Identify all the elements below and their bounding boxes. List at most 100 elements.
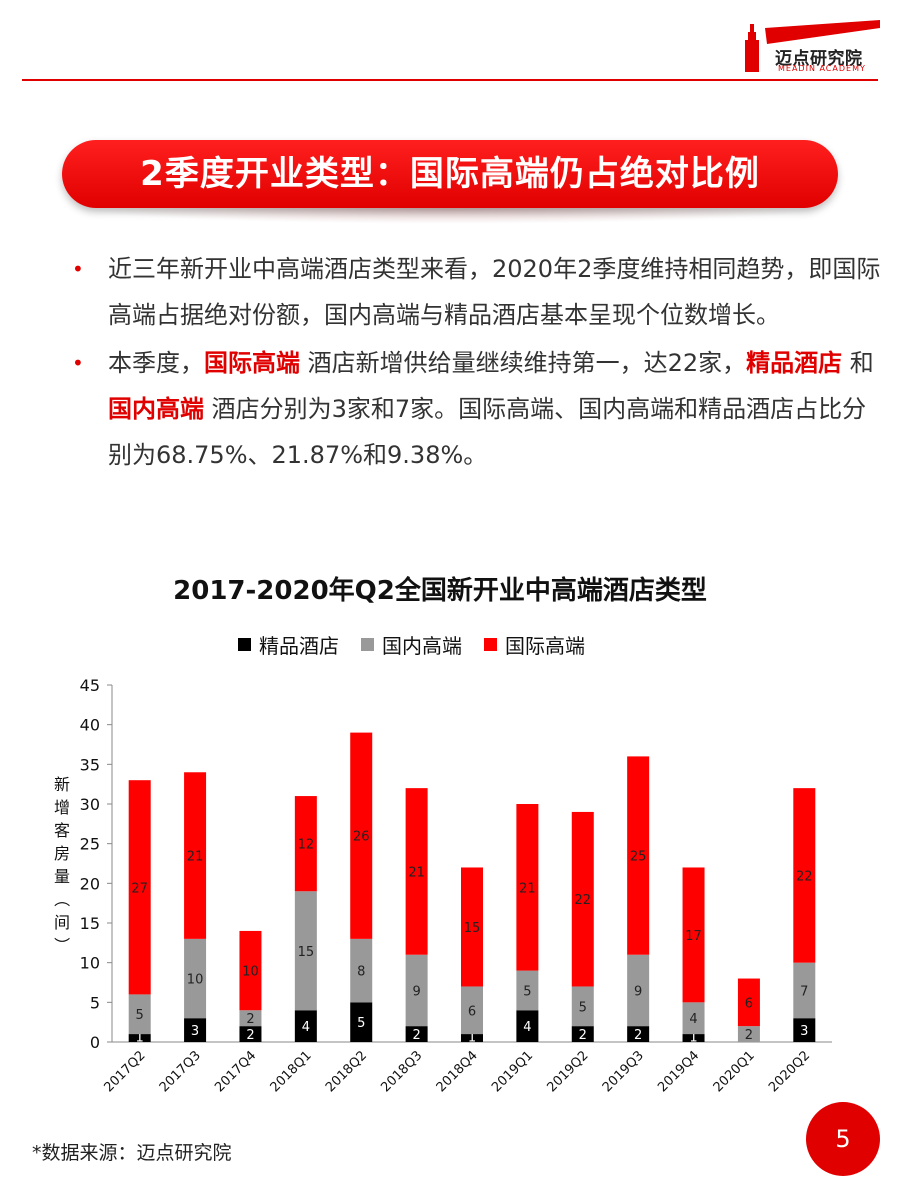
data-label: 6: [745, 996, 753, 1011]
bar-boutique: [184, 1018, 207, 1042]
y-tick-label: 15: [80, 914, 100, 933]
data-label: 3: [800, 1024, 808, 1039]
logo-icon: [745, 20, 880, 72]
bar-domestic: [682, 1002, 705, 1035]
bar-domestic: [461, 986, 483, 1035]
legend-item-boutique: 精品酒店: [238, 630, 339, 659]
bullet-text-2-post: 酒店分别为3家和7家。国际高端、国内高端和精品酒店占比分别为68.75%、21.…: [108, 395, 867, 469]
logo-text: 迈点研究院: [775, 49, 863, 69]
y-tick-label: 25: [80, 835, 100, 854]
page-title: 2季度开业类型：国际高端仍占绝对比例: [62, 140, 838, 208]
legend-swatch-domestic: [361, 638, 374, 651]
y-tick-label: 10: [80, 954, 100, 973]
bar-international: [516, 804, 539, 971]
bullet-text-1: 近三年新开业中高端酒店类型来看，2020年2季度维持相同趋势，即国际高端占据绝对…: [108, 255, 881, 329]
data-label: 15: [298, 945, 315, 960]
bar-boutique: [682, 1034, 705, 1042]
bar-international: [682, 867, 705, 1003]
y-axis-title-char: 房: [54, 844, 70, 863]
bar-boutique: [239, 1026, 262, 1042]
data-label: 10: [242, 965, 259, 980]
page-number: 5: [806, 1102, 880, 1176]
data-label: 7: [800, 984, 808, 999]
y-axis-title-char: 增: [54, 798, 70, 817]
x-tick-label: 2018Q4: [434, 1048, 481, 1095]
legend-swatch-international: [484, 638, 497, 651]
x-tick-label: 2019Q3: [600, 1048, 647, 1095]
data-label: 1: [468, 1031, 476, 1046]
data-label: 5: [523, 984, 531, 999]
bar-international: [461, 867, 483, 987]
y-tick-label: 40: [80, 716, 100, 735]
bar-international: [737, 978, 760, 1027]
data-label: 15: [464, 921, 481, 936]
data-label: 2: [412, 1028, 420, 1043]
bar-international: [793, 788, 816, 963]
bar-domestic: [294, 891, 317, 1011]
bar-domestic: [184, 938, 207, 1019]
data-label: 9: [634, 984, 642, 999]
y-tick-label: 5: [90, 993, 100, 1012]
y-axis-title-char: 客: [54, 821, 70, 840]
legend-label-boutique: 精品酒店: [259, 634, 339, 658]
data-label: 2: [579, 1028, 587, 1043]
legend-label-international: 国际高端: [505, 634, 585, 658]
data-label: 9: [412, 984, 420, 999]
x-tick-label: 2020Q1: [711, 1048, 758, 1095]
bar-boutique: [516, 1010, 539, 1042]
y-axis-title-char: （: [52, 891, 71, 907]
data-label: 25: [630, 850, 647, 865]
stacked-bar-chart: 051015202530354045新增客房量（间）15272017Q23102…: [52, 676, 832, 1095]
bar-domestic: [350, 938, 373, 1003]
bar-international: [294, 796, 317, 892]
data-label: 4: [302, 1020, 310, 1035]
highlight-boutique: 精品酒店: [746, 349, 843, 377]
data-label: 3: [191, 1024, 199, 1039]
data-label: 26: [353, 830, 370, 845]
bar-domestic: [239, 1010, 262, 1027]
data-label: 5: [579, 1000, 587, 1015]
y-axis-title-char: 量: [54, 867, 70, 886]
data-label: 8: [357, 965, 365, 980]
highlight-domestic-highend: 国内高端: [108, 395, 204, 423]
bullet-text-2-pre: 本季度，: [108, 349, 204, 377]
x-tick-label: 2017Q3: [157, 1048, 204, 1095]
bar-boutique: [350, 1002, 373, 1042]
bar-domestic: [627, 954, 650, 1027]
bullet-item-2: • 本季度，国际高端 酒店新增供给量继续维持第一，达22家，精品酒店 和 国内高…: [72, 340, 882, 478]
x-tick-label: 2018Q3: [378, 1048, 425, 1095]
y-tick-label: 45: [80, 676, 100, 695]
x-tick-label: 2017Q2: [101, 1048, 148, 1095]
bar-international: [571, 811, 594, 987]
data-label: 2: [745, 1028, 753, 1043]
legend-label-domestic: 国内高端: [382, 634, 462, 658]
bar-boutique: [294, 1010, 317, 1042]
data-label: 6: [468, 1004, 476, 1019]
y-tick-label: 20: [80, 874, 100, 893]
bar-international: [627, 756, 650, 955]
bullet-text-2-mid2: 和: [842, 349, 874, 377]
data-label: 22: [574, 893, 591, 908]
x-tick-label: 2017Q4: [212, 1048, 259, 1095]
bullet-dot-icon: •: [72, 351, 84, 375]
bar-boutique: [461, 1034, 483, 1042]
data-label: 27: [131, 881, 148, 896]
data-label: 2: [246, 1028, 254, 1043]
header-divider: [22, 79, 878, 81]
bar-domestic: [405, 954, 428, 1027]
bar-domestic: [737, 1026, 760, 1042]
bar-international: [184, 772, 207, 939]
bar-boutique: [405, 1026, 428, 1042]
data-label: 4: [689, 1012, 697, 1027]
data-label: 1: [136, 1031, 144, 1046]
highlight-intl-highend: 国际高端: [204, 349, 300, 377]
bar-domestic: [793, 962, 816, 1019]
data-label: 22: [796, 869, 813, 884]
bar-boutique: [793, 1018, 816, 1042]
y-axis-title-char: 新: [54, 775, 70, 794]
x-tick-label: 2019Q2: [545, 1048, 592, 1095]
x-tick-label: 2019Q4: [655, 1048, 702, 1095]
bullet-dot-icon: •: [72, 257, 84, 281]
data-source-note: *数据来源：迈点研究院: [32, 1142, 232, 1164]
x-tick-label: 2020Q2: [766, 1048, 813, 1095]
